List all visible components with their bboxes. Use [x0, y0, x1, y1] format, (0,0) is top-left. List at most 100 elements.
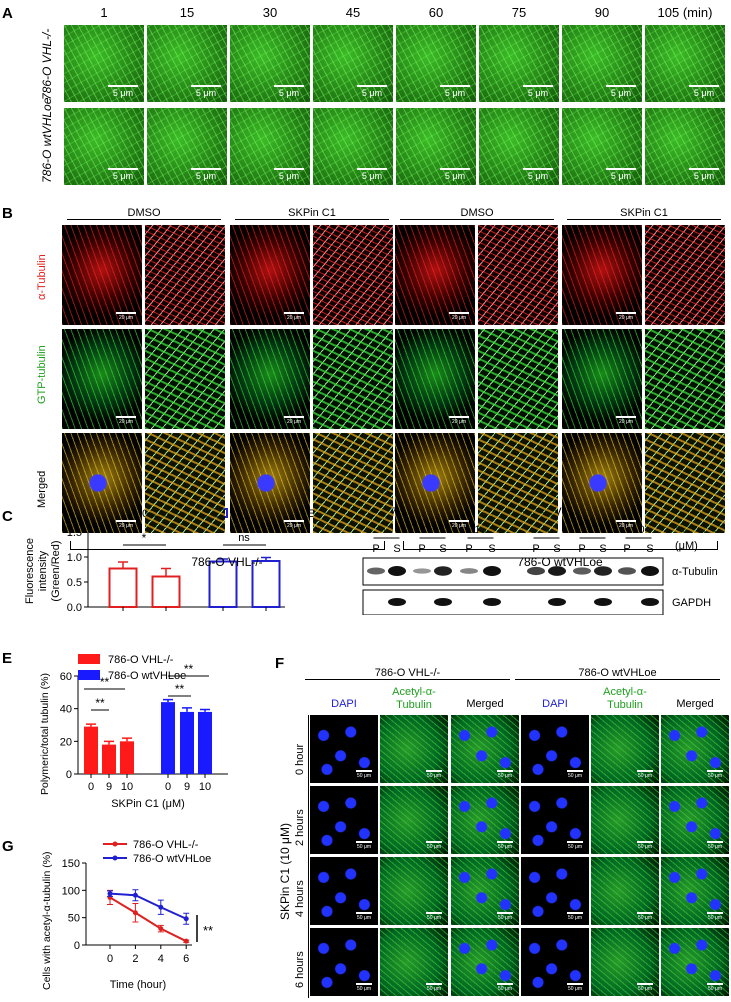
significance-label: **: [184, 662, 194, 676]
bar: [161, 702, 175, 774]
condition-header: SKPin C1: [235, 207, 389, 220]
scale-bar: 5 μm: [606, 168, 636, 181]
band: [641, 566, 659, 576]
scale-bar: 50 μm: [707, 983, 723, 992]
error-bar: [218, 558, 228, 562]
x-tick-label: 10: [121, 781, 133, 793]
y-axis-label: Cells with acetyl-α-tubulin (%): [41, 851, 53, 990]
scale-bar: 50 μm: [356, 983, 372, 992]
fluorescence-image: 50 μm: [661, 715, 729, 783]
scale-bar: 5 μm: [191, 85, 221, 98]
time-lapse-image: 5 μm: [313, 25, 393, 102]
scale-bar: 50 μm: [356, 841, 372, 850]
x-tick-label: 9: [106, 781, 112, 793]
scale-bar: 5 μm: [689, 168, 719, 181]
scale-bar: 50 μm: [637, 912, 653, 921]
legend-marker: [112, 841, 118, 847]
significance-label: ns: [238, 532, 250, 544]
series-line: [109, 896, 187, 943]
confocal-image: 20 μm: [62, 433, 142, 533]
confocal-image: [145, 225, 225, 325]
legend-swatch: [78, 670, 100, 680]
scale-bar: 50 μm: [567, 770, 583, 779]
fluorescence-image: 50 μm: [310, 928, 378, 996]
scale-bar: 50 μm: [637, 983, 653, 992]
timepoint-label: 30: [262, 5, 278, 20]
confocal-image: 20 μm: [230, 329, 310, 429]
error-bar: [163, 698, 173, 703]
time-lapse-image: 5 μm: [313, 108, 393, 185]
group-bracket: [70, 541, 385, 550]
time-lapse-image: 5 μm: [147, 108, 227, 185]
fluorescence-image: 50 μm: [521, 715, 589, 783]
time-lapse-image: 5 μm: [645, 25, 725, 102]
scale-bar: 50 μm: [567, 983, 583, 992]
fluorescence-image: 50 μm: [451, 857, 519, 925]
scale-bar: 5 μm: [440, 85, 470, 98]
panel-g-chart: 0 50 100 150 786-O VHL-/- 786-O wtVHLoe Cells …: [41, 839, 213, 991]
confocal-image: [313, 433, 393, 533]
bar: [180, 711, 194, 774]
fluorescence-image: 50 μm: [521, 928, 589, 996]
confocal-image: [645, 225, 725, 325]
fluorescence-image: 50 μm: [380, 715, 448, 783]
scale-bar: 5 μm: [108, 168, 138, 181]
scale-bar: 20 μm: [284, 312, 304, 321]
y-tick-label: 0: [66, 769, 72, 781]
scale-bar: 50 μm: [497, 841, 513, 850]
x-tick-label: 4: [158, 953, 164, 965]
channel-label: DAPI: [542, 698, 568, 710]
scale-bar: 20 μm: [449, 416, 469, 425]
x-tick-label: 6: [183, 953, 189, 965]
band: [527, 566, 545, 576]
channel-label: DAPI: [331, 698, 357, 710]
y-tick-label: 1.0: [67, 552, 82, 564]
error-bar: [161, 567, 171, 577]
group-bracket: [403, 541, 718, 550]
fluorescence-image: 50 μm: [451, 928, 519, 996]
x-axis-label: SKPin C1 (μM): [111, 798, 185, 810]
fluorescence-image: 50 μm: [380, 928, 448, 996]
scale-bar: 50 μm: [707, 841, 723, 850]
x-tick-label: 0: [88, 781, 94, 793]
data-point: [183, 938, 189, 944]
scale-bar: 50 μm: [426, 983, 442, 992]
fluorescence-image: 50 μm: [591, 857, 659, 925]
x-tick-label: SKPin C1: [142, 614, 190, 615]
fluorescence-image: 50 μm: [451, 786, 519, 854]
x-tick-label: DMSO: [107, 614, 140, 615]
time-lapse-image: 5 μm: [645, 108, 725, 185]
x-tick-label: SKPin C1: [242, 614, 290, 615]
scale-bar: 50 μm: [356, 912, 372, 921]
confocal-image: 20 μm: [562, 225, 642, 325]
significance-label: **: [95, 696, 105, 710]
band: [388, 598, 406, 606]
confocal-image: 20 μm: [230, 433, 310, 533]
data-point: [158, 904, 164, 910]
timepoint-label: 105 (min): [657, 5, 713, 20]
scale-bar: 20 μm: [116, 312, 136, 321]
channel-label: Merged: [466, 698, 504, 710]
band-label: GAPDH: [672, 597, 711, 609]
panel-letter-a: A: [2, 5, 13, 22]
time-lapse-image: 5 μm: [396, 108, 476, 185]
time-lapse-image: 5 μm: [230, 25, 310, 102]
fluorescence-image: 50 μm: [380, 786, 448, 854]
band: [367, 567, 385, 575]
y-tick-label: 20: [60, 736, 72, 748]
panel-letter-g: G: [2, 838, 14, 855]
channel-label: Acetyl-α-Tubulin: [603, 686, 647, 711]
condition-header: SKPin C1: [567, 207, 721, 220]
fluorescence-image: 50 μm: [310, 786, 378, 854]
scale-bar: 50 μm: [426, 841, 442, 850]
time-lapse-image: 5 μm: [562, 108, 642, 185]
error-bar: [200, 708, 210, 712]
scale-bar: 20 μm: [449, 520, 469, 529]
legend-label: 786-O VHL-/-: [133, 839, 199, 851]
group-label: 786-O VHL-/-: [191, 555, 263, 569]
fluorescence-image: 50 μm: [310, 857, 378, 925]
scale-bar: 5 μm: [357, 85, 387, 98]
timepoint-label: 45: [345, 5, 361, 20]
x-tick-label: 0: [107, 953, 113, 965]
band: [548, 598, 566, 606]
